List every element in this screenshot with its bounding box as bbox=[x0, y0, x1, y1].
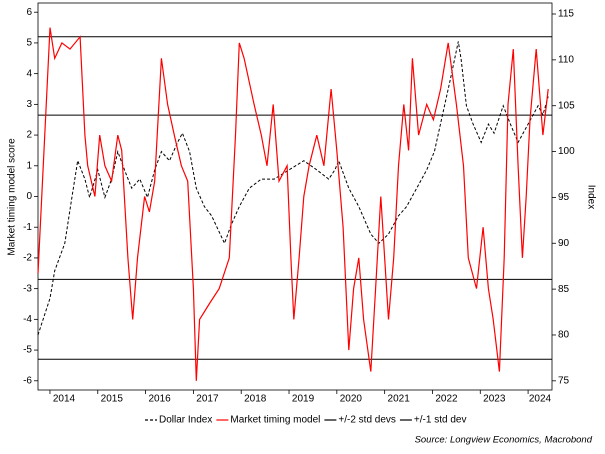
y2-tick-label: 90 bbox=[558, 238, 570, 249]
x-tick-label: 2023 bbox=[483, 394, 506, 405]
y2-tick-label: 110 bbox=[558, 54, 574, 65]
y-tick-label: -1 bbox=[23, 222, 32, 233]
x-tick-label: 2017 bbox=[196, 394, 219, 405]
x-tick-label: 2014 bbox=[53, 394, 76, 405]
plot-frame bbox=[37, 2, 553, 391]
legend-label: +/-1 std dev bbox=[414, 415, 467, 426]
y-tick-label: 1 bbox=[26, 160, 32, 171]
source-note: Source: Longview Economics, Macrobond bbox=[415, 435, 593, 446]
y2-tick-label: 75 bbox=[558, 375, 570, 386]
legend-label: +/-2 std devs bbox=[338, 415, 396, 426]
y-tick-label: -2 bbox=[23, 253, 32, 264]
x-tick-label: 2021 bbox=[388, 394, 411, 405]
x-tick-label: 2022 bbox=[435, 394, 458, 405]
x-tick-label: 2024 bbox=[529, 394, 552, 405]
y-tick-label: 6 bbox=[26, 7, 32, 18]
y-tick-label: -3 bbox=[23, 283, 32, 294]
y-tick-label: -6 bbox=[23, 375, 32, 386]
y-axis-label: Market timing model score bbox=[7, 138, 18, 256]
legend-label: Market timing model bbox=[230, 415, 320, 426]
series-line bbox=[37, 27, 549, 381]
series-line bbox=[37, 41, 549, 336]
y2-tick-label: 105 bbox=[558, 100, 575, 111]
y-tick-label: 5 bbox=[26, 38, 32, 49]
y2-tick-label: 95 bbox=[558, 192, 570, 203]
y-tick-label: 0 bbox=[26, 191, 32, 202]
y2-tick-label: 115 bbox=[558, 9, 574, 20]
x-tick-label: 2016 bbox=[148, 394, 171, 405]
x-tick-label: 2019 bbox=[292, 394, 315, 405]
x-tick-label: 2018 bbox=[244, 394, 267, 405]
y-tick-label: 2 bbox=[26, 130, 32, 141]
legend-label: Dollar Index bbox=[159, 415, 212, 426]
y2-tick-label: 100 bbox=[558, 146, 575, 157]
x-tick-label: 2015 bbox=[101, 394, 124, 405]
y2-tick-label: 85 bbox=[558, 284, 570, 295]
y2-axis-label: Index bbox=[585, 185, 596, 209]
y-tick-label: 4 bbox=[26, 68, 32, 79]
y-tick-label: -5 bbox=[23, 345, 32, 356]
y2-tick-label: 80 bbox=[558, 330, 570, 341]
y-tick-label: -4 bbox=[23, 314, 32, 325]
x-tick-label: 2020 bbox=[340, 394, 363, 405]
y-tick-label: 3 bbox=[26, 99, 32, 110]
